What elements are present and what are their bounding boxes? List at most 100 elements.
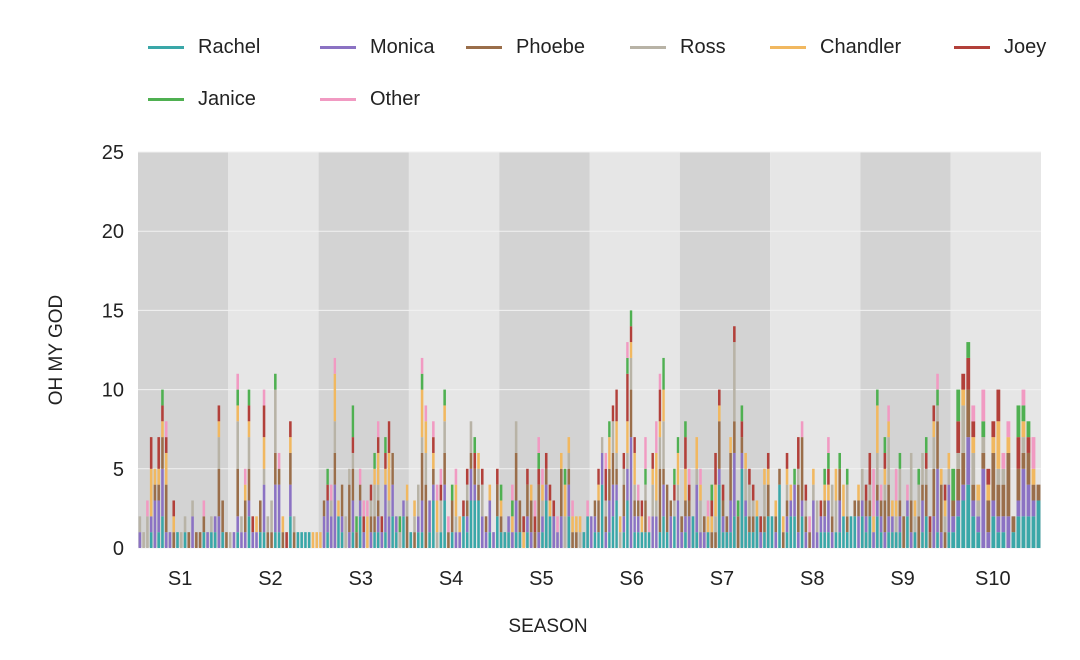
bar-segment-janice	[924, 437, 928, 453]
bar-segment-monica	[887, 516, 890, 533]
bar-segment-phoebe	[567, 468, 571, 485]
bar-segment-joey	[164, 437, 168, 453]
bar-segment-chandler	[435, 500, 439, 533]
bar-segment-joey	[362, 516, 365, 533]
bar-segment-monica	[484, 532, 488, 548]
bar-segment-joey	[289, 421, 292, 438]
bar-segment-rachel	[300, 532, 303, 548]
bar-segment-rachel	[789, 516, 793, 548]
bar-segment-chandler	[281, 516, 285, 533]
bar-segment-ross	[439, 500, 443, 533]
bar-segment-chandler	[578, 516, 582, 533]
bar-segment-phoebe	[266, 532, 270, 548]
bar-segment-phoebe	[608, 468, 611, 501]
bar-segment-rachel	[763, 532, 766, 548]
bar-segment-rachel	[518, 532, 522, 548]
bar-segment-rachel	[526, 532, 529, 548]
bar-segment-chandler	[384, 468, 387, 485]
bar-segment-phoebe	[680, 516, 683, 533]
bar-segment-ross	[744, 468, 747, 501]
bar-segment-joey	[604, 468, 607, 501]
bar-segment-janice	[511, 500, 514, 517]
bar-segment-janice	[608, 421, 611, 438]
bar-segment-monica	[251, 532, 255, 548]
bar-segment-ross	[405, 500, 409, 517]
bar-segment-monica	[600, 452, 604, 485]
bar-segment-monica	[604, 532, 607, 548]
bar-segment-chandler	[522, 532, 525, 548]
bar-segment-rachel	[358, 516, 362, 548]
bar-segment-rachel	[647, 532, 651, 548]
bar-segment-phoebe	[1021, 452, 1026, 469]
bar-segment-janice	[443, 389, 446, 406]
y-tick-label: 15	[102, 300, 124, 322]
bar-segment-monica	[376, 516, 380, 533]
bar-segment-rachel	[274, 532, 277, 548]
bar-segment-phoebe	[644, 500, 647, 533]
bar-segment-rachel	[1031, 516, 1036, 548]
bar-segment-monica	[529, 532, 533, 548]
bar-segment-chandler	[405, 484, 409, 501]
bar-segment-janice	[951, 468, 956, 501]
bar-segment-chandler	[319, 532, 322, 548]
bar-segment-joey	[465, 468, 469, 485]
bar-segment-rachel	[658, 532, 662, 548]
bar-segment-janice	[274, 373, 277, 390]
bar-segment-other	[533, 500, 537, 517]
bar-segment-phoebe	[373, 516, 376, 533]
bar-segment-janice	[629, 310, 633, 327]
bar-segment-phoebe	[518, 500, 522, 533]
bar-segment-phoebe	[164, 484, 168, 533]
y-tick-label: 25	[102, 142, 124, 164]
legend-swatch-ross	[630, 45, 666, 49]
bar-segment-rachel	[891, 532, 894, 548]
bar-segment-phoebe	[876, 484, 879, 501]
bar-segment-phoebe	[823, 500, 826, 517]
bar-segment-monica	[567, 484, 571, 517]
season-band-s8	[770, 152, 861, 548]
bar-segment-rachel	[718, 484, 721, 548]
bar-segment-monica	[247, 500, 251, 517]
bar-segment-chandler	[1021, 421, 1026, 438]
legend-label-monica: Monica	[370, 35, 435, 58]
bar-segment-monica	[800, 500, 804, 517]
bar-segment-other	[894, 468, 898, 501]
bar-segment-monica	[240, 532, 243, 548]
bar-segment-ross	[644, 484, 647, 501]
legend-label-joey: Joey	[1004, 35, 1047, 58]
bar-segment-chandler	[676, 452, 680, 485]
bar-segment-rachel	[640, 532, 644, 548]
bar-segment-rachel	[864, 532, 868, 548]
bar-segment-joey	[733, 326, 736, 343]
bar-segment-phoebe	[804, 516, 808, 533]
bar-segment-joey	[785, 452, 789, 469]
bar-segment-chandler	[699, 484, 702, 501]
bar-segment-ross	[898, 468, 902, 501]
bar-segment-phoebe	[187, 532, 191, 548]
bar-segment-rachel	[644, 532, 647, 548]
bar-segment-chandler	[337, 500, 340, 517]
bar-segment-monica	[236, 516, 239, 533]
bar-segment-ross	[815, 500, 819, 533]
bar-segment-rachel	[793, 516, 796, 548]
bar-segment-joey	[615, 389, 618, 422]
bar-segment-monica	[879, 516, 883, 533]
bar-segment-monica	[932, 516, 936, 548]
bar-segment-monica	[629, 437, 633, 548]
bar-segment-chandler	[1006, 437, 1011, 453]
bar-segment-joey	[351, 437, 355, 453]
bar-segment-monica	[262, 484, 266, 533]
bar-segment-ross	[699, 500, 702, 533]
bar-segment-ross	[376, 484, 380, 501]
bar-segment-ross	[695, 468, 699, 485]
bar-segment-phoebe	[710, 532, 714, 548]
bar-segment-ross	[834, 500, 838, 533]
bar-segment-chandler	[424, 421, 428, 453]
bar-segment-ross	[330, 500, 333, 517]
bar-segment-chandler	[913, 500, 917, 517]
bar-segment-chandler	[153, 468, 157, 485]
bar-segment-monica	[996, 516, 1001, 533]
bar-segment-phoebe	[496, 484, 499, 517]
bar-segment-monica	[369, 532, 373, 548]
bar-segment-chandler	[891, 500, 894, 517]
